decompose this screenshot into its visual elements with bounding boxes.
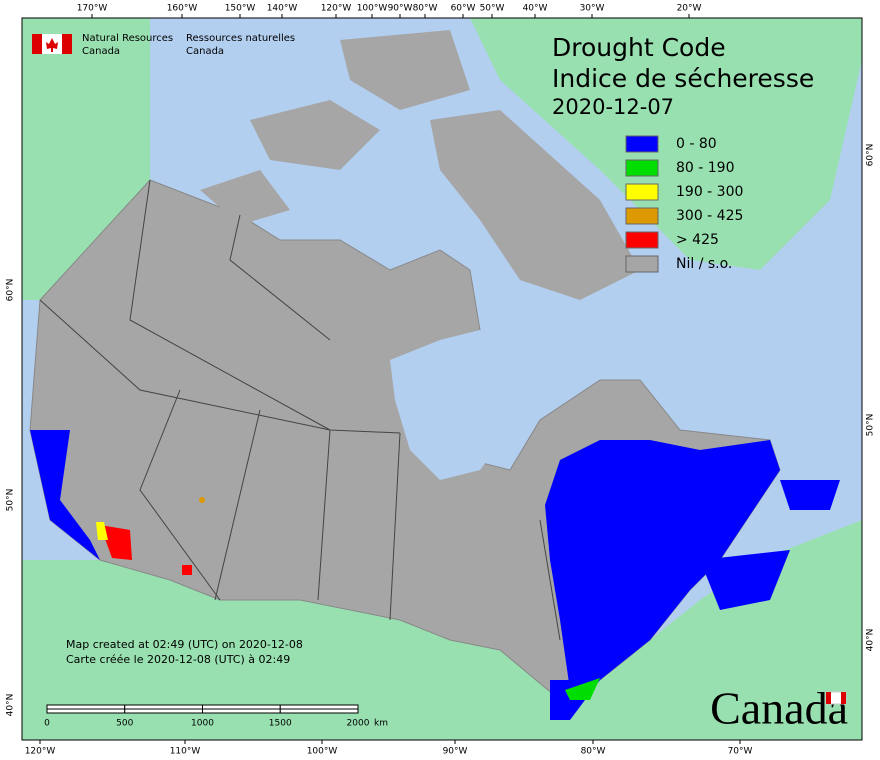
newfoundland [780,480,840,510]
flag-bar [32,34,42,54]
scale-unit: km [374,719,388,729]
scale-label: 0 [44,719,50,729]
graticule-label: 20°W [677,4,702,14]
legend-swatch [625,159,659,177]
graticule-label: 90°W [388,4,413,14]
scale-label: 1000 [191,719,214,729]
scale-segment [202,704,281,710]
border [229,214,331,341]
border [539,519,561,641]
arctic-island [250,100,380,170]
legend-label: Nil / s.o. [676,256,732,272]
credit: Map created at 02:49 (UTC) on 2020-12-08 [66,638,303,651]
agency-fr: Canada [186,46,224,57]
graticule-label: 80°W [581,747,606,757]
agency-en: Natural Resources [82,33,173,44]
legend-label: > 425 [676,232,719,248]
graticule-label: 160°W [167,4,198,14]
scale-segment [202,708,281,714]
map-layers [22,18,862,740]
flag [32,34,72,54]
scale-segment [279,708,359,714]
graticule-label: 120°W [25,747,56,757]
scale-segment [124,704,203,710]
title-en: Drought Code [552,33,726,62]
graticule-label: 170°W [77,4,108,14]
scale-segment [46,704,126,710]
arctic-island [200,170,290,225]
arctic-island [340,30,470,110]
maritimes [700,550,790,610]
scale-segment [46,708,126,714]
maple-leaf [46,38,58,52]
graticule-label: 30°W [580,4,605,14]
borders [39,179,561,641]
graticule-label: 80°W [413,4,438,14]
ontario-patch [565,678,600,700]
title-fr: Indice de sécheresse [552,64,814,93]
mini-flag-bar [826,692,831,704]
border [39,299,401,434]
graticule-label: 50°N [6,489,16,512]
legend-label: 190 - 300 [676,184,743,200]
united-states [22,520,862,740]
agency-en: Canada [82,46,120,57]
graticule-label: 90°W [443,747,468,757]
graticule-label: 40°N [866,629,876,652]
legend-label: 0 - 80 [676,136,717,152]
border [139,389,221,601]
alberta-patch [182,565,192,575]
legend-swatch [625,255,659,273]
title-date: 2020-12-07 [552,95,674,119]
legend-label: 300 - 425 [676,208,743,224]
graticule-label: 100°W [307,747,338,757]
greenland [470,18,862,270]
agency-fr: Ressources naturelles [186,33,295,44]
legend-swatch [625,207,659,225]
graticule-label: 60°N [6,279,16,302]
flag-bar [62,34,72,54]
bc-patch [100,525,132,560]
graticule-label: 50°W [480,4,505,14]
legend-swatch [625,183,659,201]
graticule-label: 120°W [321,4,352,14]
border [317,429,331,601]
graticule-label: 150°W [225,4,256,14]
border [129,179,331,431]
alberta-patch [199,497,205,503]
graticule-label: 60°N [866,144,876,167]
legend-label: 80 - 190 [676,160,735,176]
scale-segment [279,704,359,710]
alaska [22,18,150,300]
graticule-label: 40°W [523,4,548,14]
scale-label: 1500 [269,719,292,729]
baffin-island [430,110,640,300]
graticule-label: 70°W [728,747,753,757]
legend-swatch [625,231,659,249]
graticule-label: 110°W [170,747,201,757]
scale-segment [124,708,203,714]
border [214,409,261,601]
graticule-label: 40°N [6,694,16,717]
graticule-label: 140°W [267,4,298,14]
bc-patch [96,522,108,540]
wordmark: Canada [710,683,848,734]
hudson-bay [390,330,510,480]
wordmark-flag [825,691,847,705]
mini-flag-bar [841,692,846,704]
bc-coast [30,430,100,560]
legend-swatch [625,135,659,153]
graticule-label: 50°N [866,414,876,437]
border [389,432,401,621]
scale-label: 2000 [347,719,370,729]
scale-label: 500 [116,719,133,729]
map-border [21,17,863,741]
graticule-label: 60°W [451,4,476,14]
credit: Carte créée le 2020-12-08 (UTC) à 02:49 [66,653,290,666]
graticule-label: 100°W [357,4,388,14]
quebec-region [545,440,780,690]
